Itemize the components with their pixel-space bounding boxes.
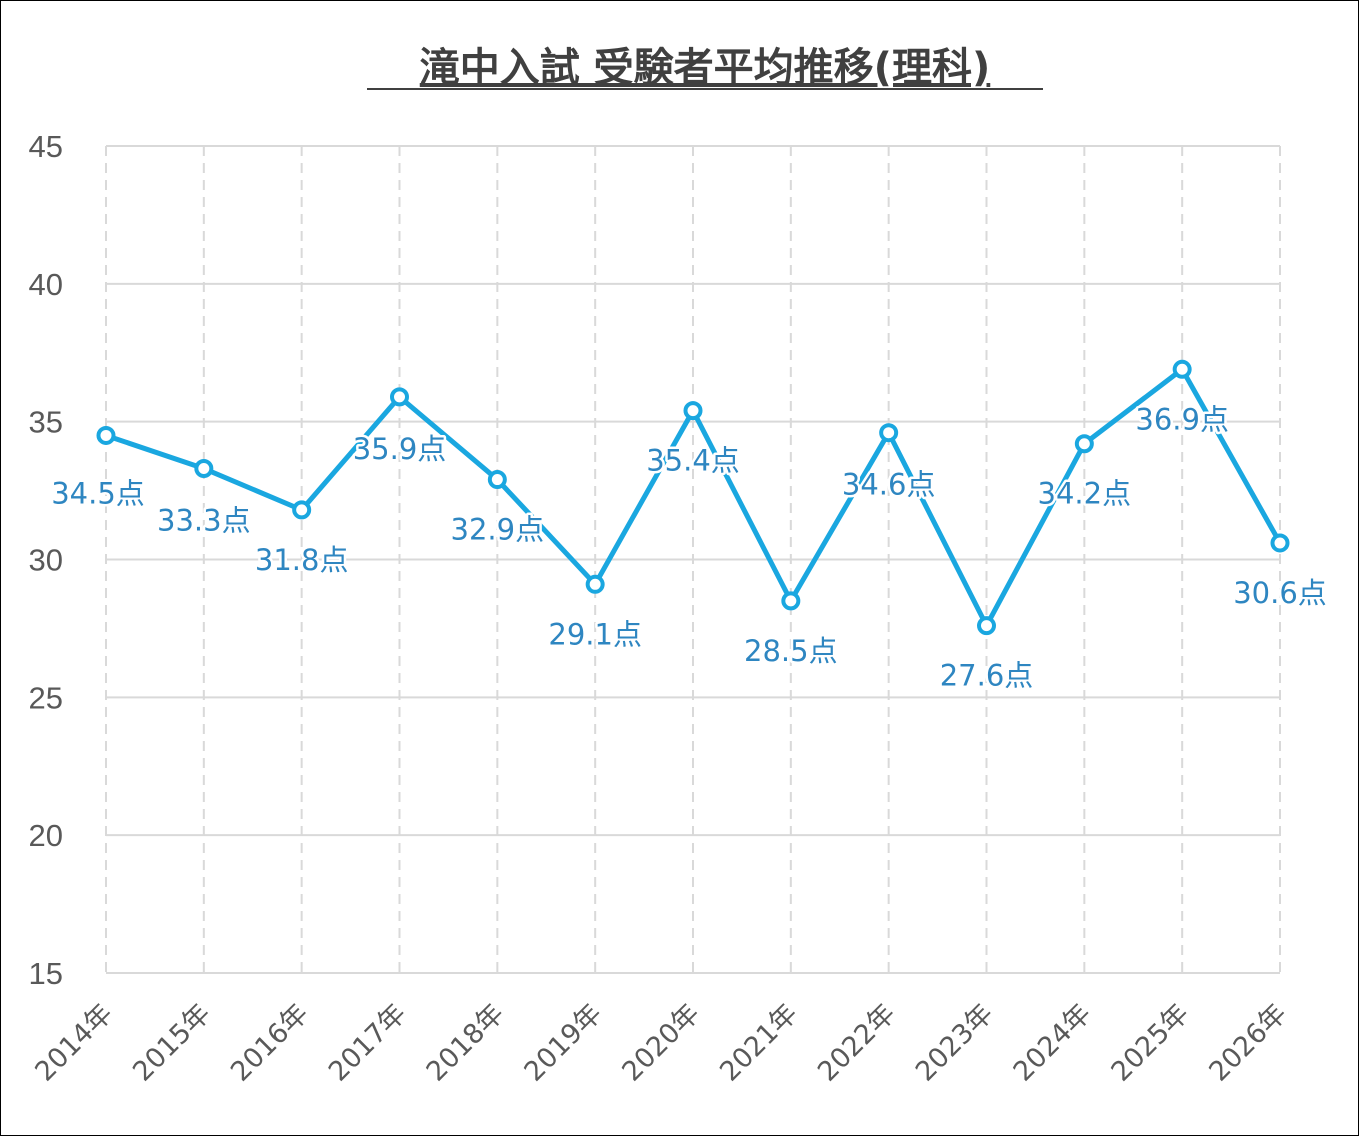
chart-title: 滝中入試 受験者平均推移(理科) bbox=[420, 45, 991, 91]
x-tick-label: 2022年 bbox=[812, 998, 902, 1088]
x-tick-label: 2014年 bbox=[29, 998, 119, 1088]
data-label: 30.6点 bbox=[1233, 576, 1327, 610]
data-point bbox=[781, 591, 801, 611]
data-point bbox=[585, 574, 605, 594]
y-tick-label: 15 bbox=[29, 956, 63, 991]
data-label: 33.3点 bbox=[157, 504, 251, 538]
data-point bbox=[487, 470, 507, 490]
x-tick-label: 2025年 bbox=[1106, 998, 1196, 1088]
y-tick-label: 45 bbox=[29, 129, 63, 164]
series-line bbox=[96, 359, 1290, 636]
data-label: 35.4点 bbox=[646, 444, 740, 478]
data-point bbox=[194, 459, 214, 479]
y-tick-label: 40 bbox=[29, 267, 63, 302]
data-point bbox=[390, 387, 409, 407]
x-tick-label: 2026年 bbox=[1203, 998, 1293, 1088]
data-label: 29.1点 bbox=[548, 617, 642, 651]
data-point bbox=[977, 616, 996, 636]
data-point bbox=[96, 425, 116, 445]
data-point bbox=[1270, 533, 1290, 553]
data-label: 34.2点 bbox=[1038, 477, 1132, 511]
data-point bbox=[1074, 434, 1094, 454]
grid bbox=[105, 145, 1281, 974]
data-point bbox=[683, 401, 703, 421]
data-label: 34.5点 bbox=[51, 476, 145, 510]
data-label: 35.9点 bbox=[353, 432, 447, 466]
data-point bbox=[292, 500, 312, 520]
x-tick-label: 2015年 bbox=[127, 998, 217, 1088]
data-label: 31.8点 bbox=[255, 543, 349, 577]
data-label: 32.9点 bbox=[451, 513, 545, 547]
y-tick-label: 20 bbox=[29, 818, 63, 853]
y-tick-label: 25 bbox=[29, 680, 63, 715]
data-label: 28.5点 bbox=[744, 634, 838, 668]
x-tick-label: 2019年 bbox=[519, 998, 609, 1088]
data-point bbox=[879, 423, 899, 443]
y-tick-label: 30 bbox=[29, 543, 63, 578]
data-label: 27.6点 bbox=[940, 659, 1034, 693]
y-tick-label: 35 bbox=[29, 405, 63, 440]
data-point bbox=[1172, 359, 1192, 379]
x-tick-label: 2021年 bbox=[714, 998, 804, 1088]
data-label: 36.9点 bbox=[1135, 402, 1229, 436]
x-tick-label: 2024年 bbox=[1008, 998, 1098, 1088]
x-tick-label: 2020年 bbox=[616, 998, 706, 1088]
data-label: 34.6点 bbox=[842, 468, 936, 502]
x-tick-label: 2023年 bbox=[910, 998, 1000, 1088]
x-tick-label: 2018年 bbox=[421, 998, 511, 1088]
x-tick-label: 2017年 bbox=[323, 998, 413, 1088]
x-tick-label: 2016年 bbox=[225, 998, 315, 1088]
